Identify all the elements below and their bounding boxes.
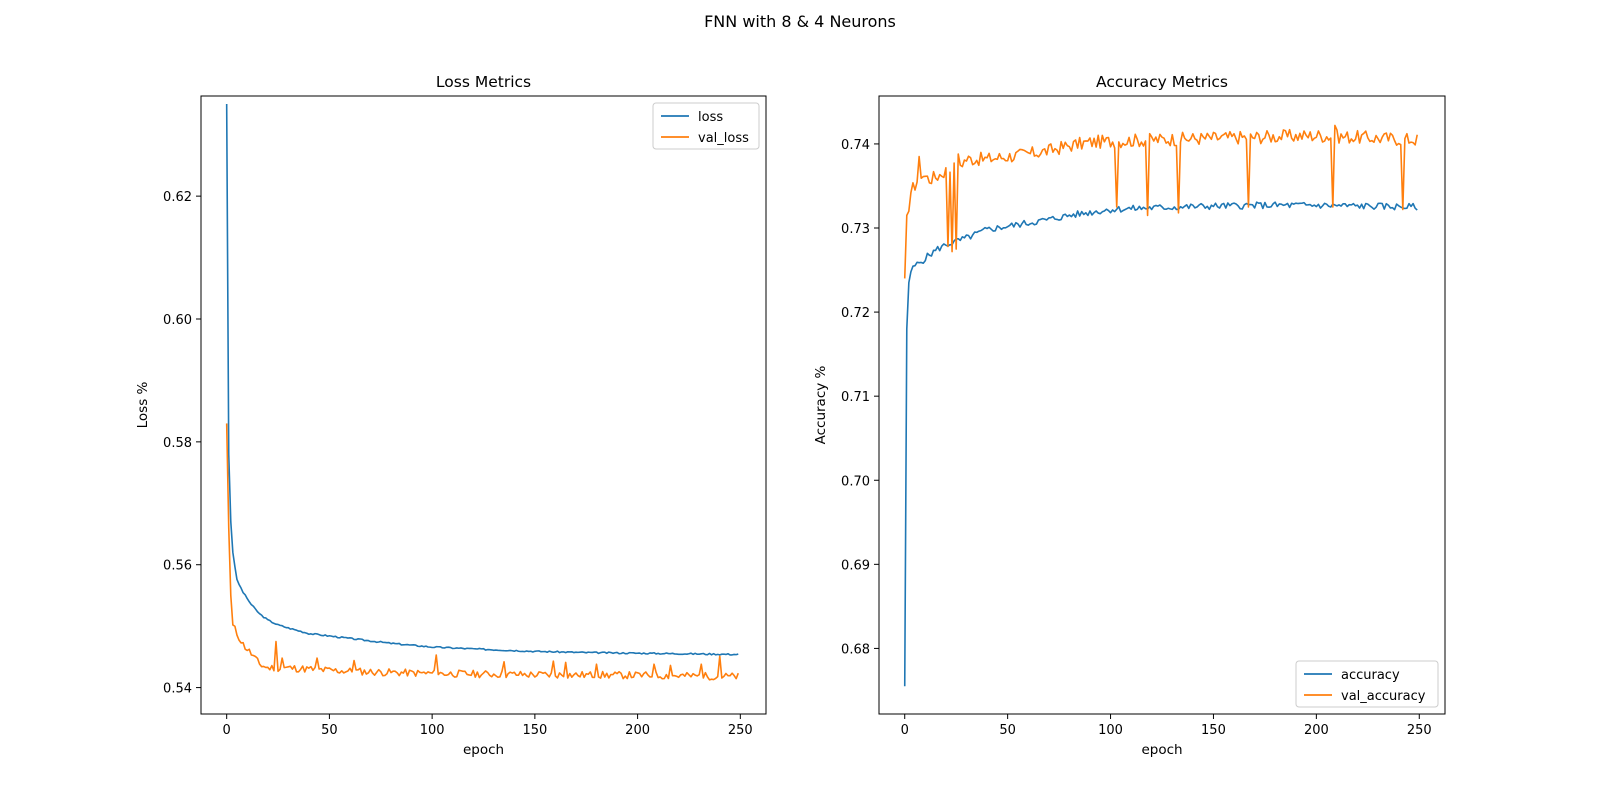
legend-label-loss: loss — [698, 110, 723, 125]
series-line-val_accuracy — [903, 124, 1418, 279]
y-tick-label: 0.58 — [163, 436, 192, 451]
chart-title: Accuracy Metrics — [1096, 73, 1228, 91]
axes-frame — [878, 95, 1446, 715]
y-axis-label: Accuracy % — [813, 365, 829, 444]
series-line-val_loss — [225, 423, 740, 681]
x-tick-label: 200 — [1304, 723, 1329, 738]
y-tick-label: 0.69 — [841, 558, 870, 573]
x-tick-label: 0 — [901, 723, 909, 738]
x-tick-label: 100 — [1098, 723, 1123, 738]
y-tick-label: 0.70 — [841, 474, 870, 489]
figure-title: FNN with 8 & 4 Neurons — [704, 12, 896, 31]
chart-panel-2: Accuracy Metrics 0 50 100 150 200 250 0.68 0.69 0… — [813, 73, 1446, 758]
y-tick-label: 0.54 — [163, 682, 192, 697]
y-tick-label: 0.60 — [163, 313, 192, 328]
legend-label-val_loss: val_loss — [698, 131, 749, 146]
x-tick-label: 150 — [522, 723, 547, 738]
legend-label-accuracy: accuracy — [1341, 668, 1400, 683]
x-tick-label: 0 — [223, 723, 231, 738]
y-tick-label: 0.72 — [841, 306, 870, 321]
chart-panel-1: Loss Metrics 0 50 100 150 200 250 0.54 0.56 0.58 0… — [135, 73, 767, 758]
x-axis-label: epoch — [463, 742, 504, 758]
series-line-loss — [225, 103, 739, 656]
legend: accuracy val_accuracy — [1295, 660, 1439, 708]
axes-frame — [200, 95, 767, 715]
chart-title: Loss Metrics — [436, 73, 531, 91]
legend-label-val_accuracy: val_accuracy — [1341, 689, 1426, 704]
legend: loss val_loss — [652, 102, 760, 150]
y-tick-label: 0.62 — [163, 190, 192, 205]
y-tick-label: 0.73 — [841, 222, 870, 237]
x-axis-label: epoch — [1141, 742, 1182, 758]
x-tick-label: 250 — [728, 723, 753, 738]
y-tick-label: 0.68 — [841, 642, 870, 657]
y-axis-label: Loss % — [135, 381, 151, 428]
y-tick-label: 0.74 — [841, 138, 870, 153]
x-tick-label: 100 — [420, 723, 445, 738]
x-tick-label: 150 — [1201, 723, 1226, 738]
x-tick-label: 250 — [1407, 723, 1432, 738]
y-tick-label: 0.56 — [163, 559, 192, 574]
y-tick-label: 0.71 — [841, 390, 870, 405]
x-tick-label: 50 — [999, 723, 1016, 738]
x-tick-label: 50 — [321, 723, 338, 738]
series-line-accuracy — [903, 201, 1418, 687]
x-tick-label: 200 — [625, 723, 650, 738]
